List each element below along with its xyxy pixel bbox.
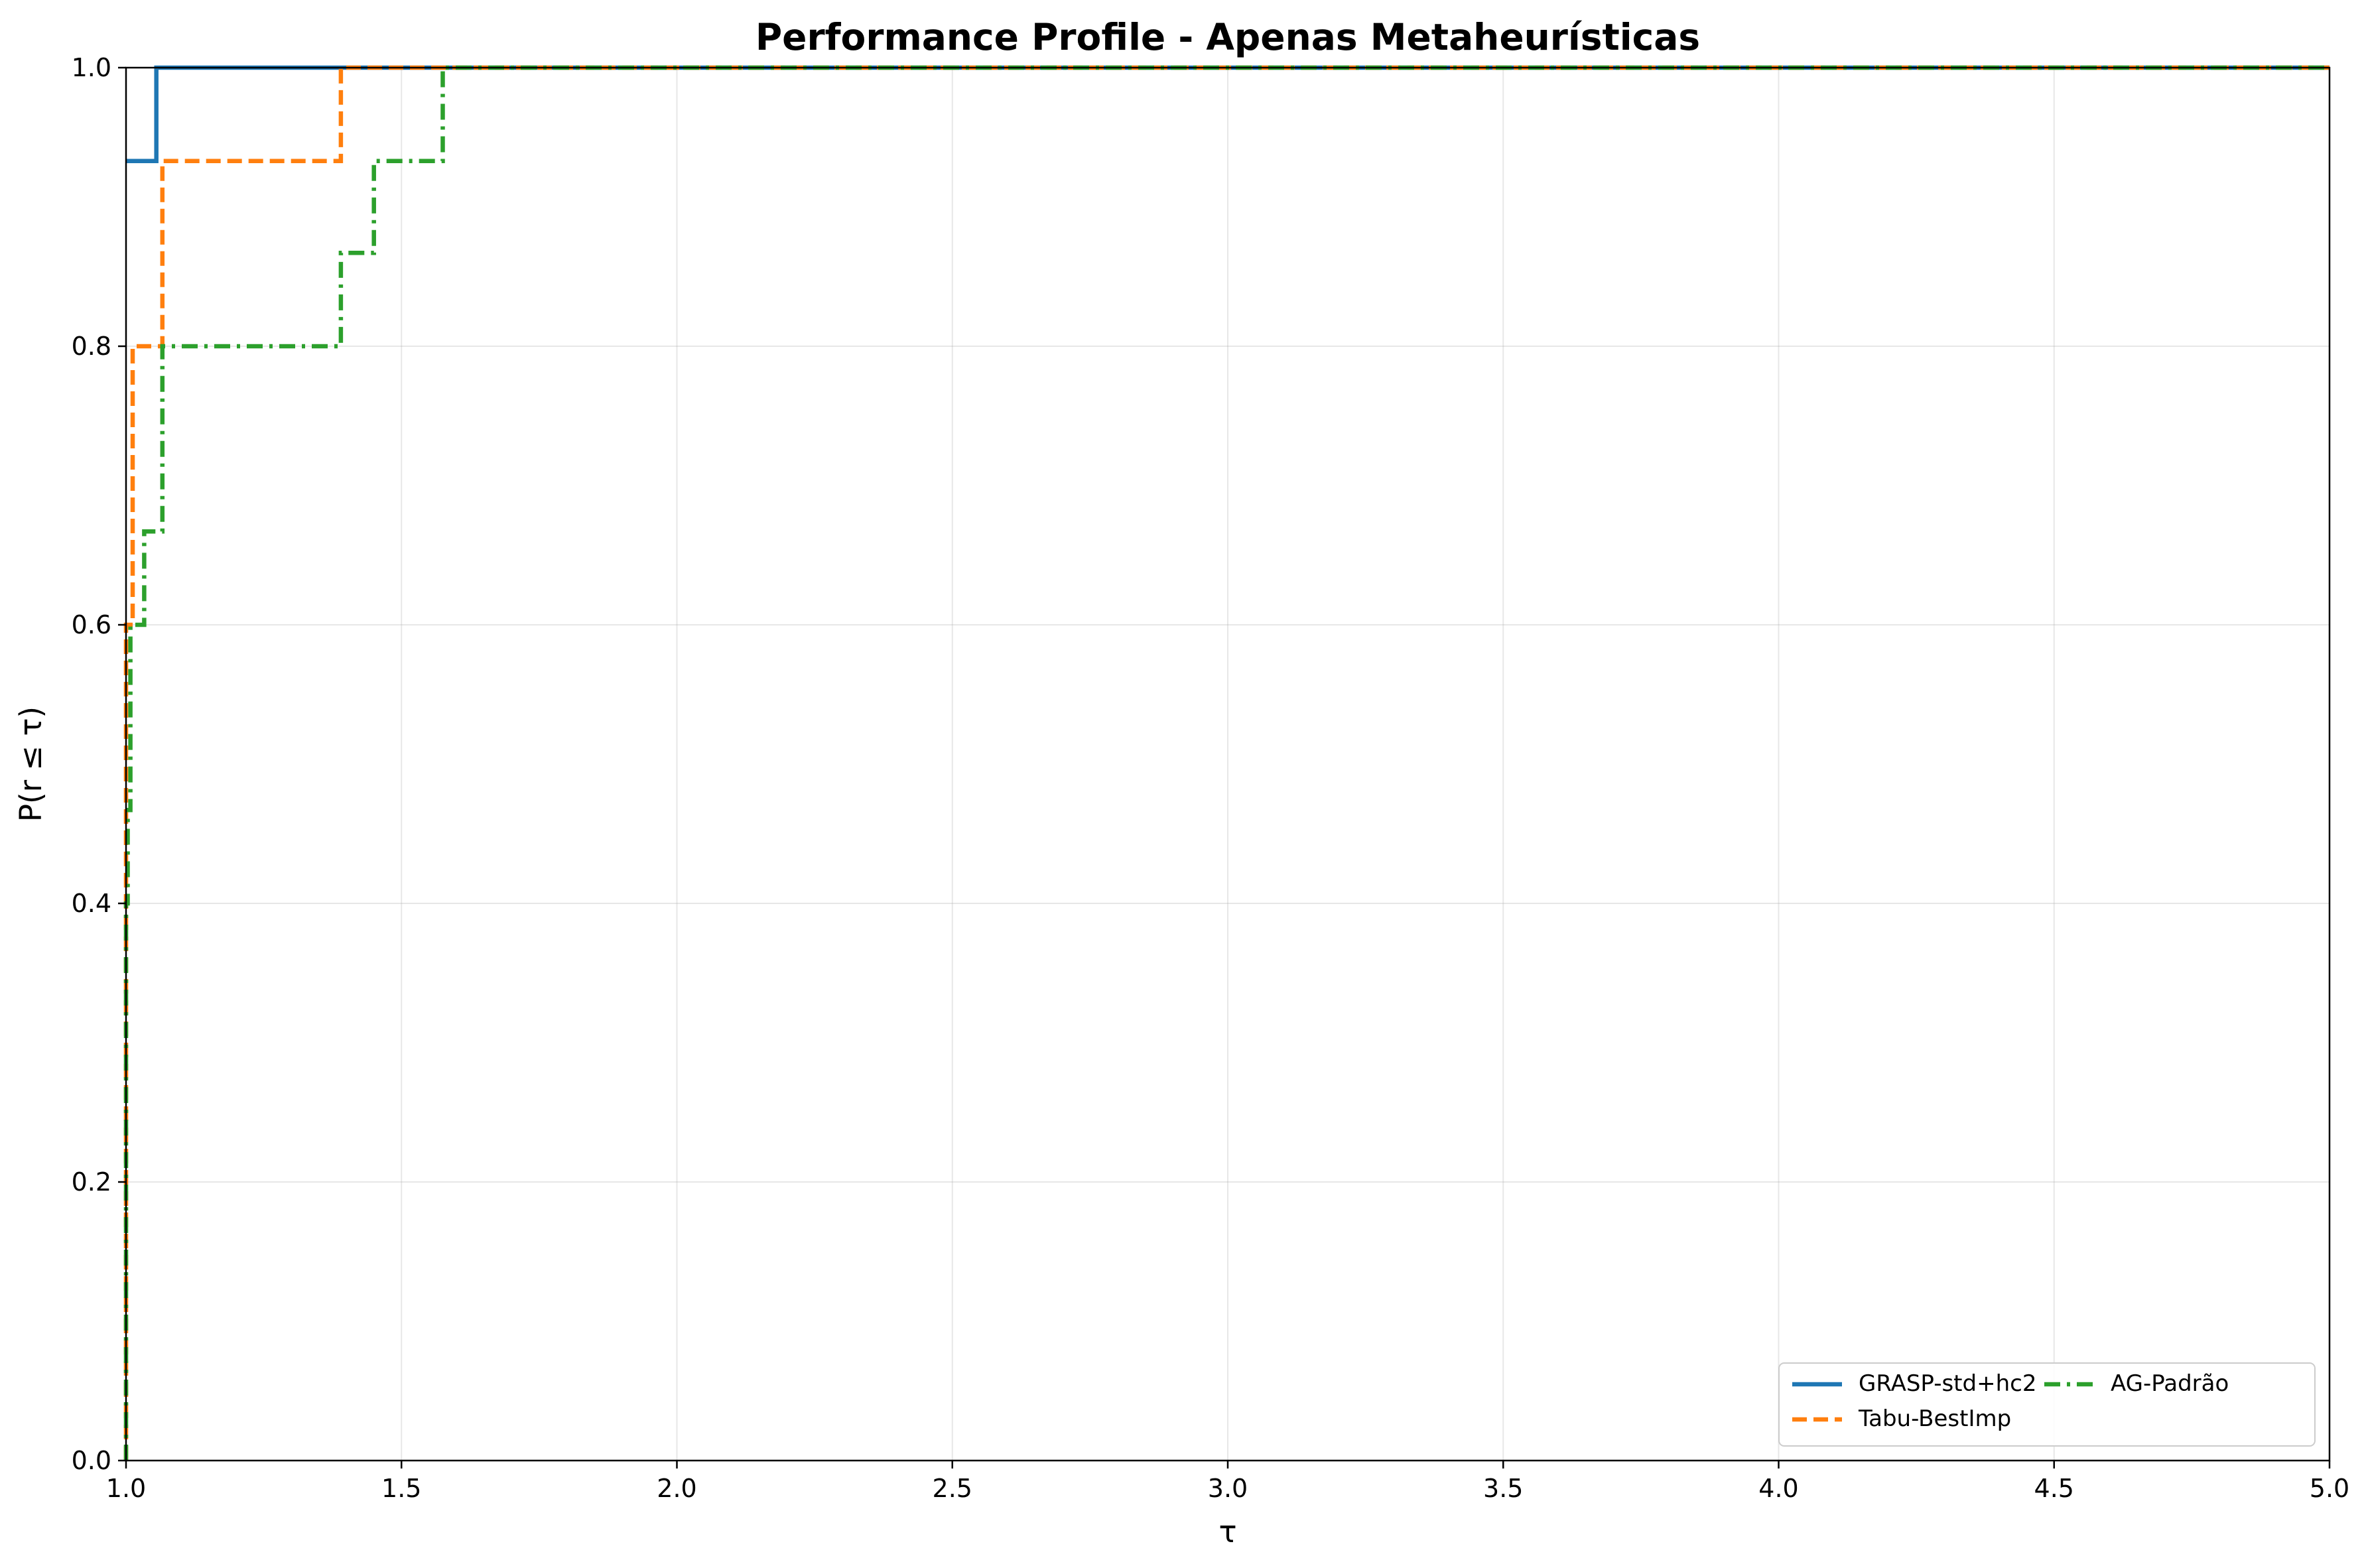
y-tick-label: 0.6 [72, 610, 111, 639]
legend: GRASP-std+hc2 Tabu-BestImp AG-Padrão [1778, 1362, 2316, 1447]
y-tick-label: 0.8 [72, 332, 111, 361]
y-tick-label: 0.0 [72, 1446, 111, 1475]
legend-label-1: GRASP-std+hc2 [1859, 1370, 2036, 1397]
legend-box [1778, 1362, 2316, 1447]
y-axis-label: P(r ≤ τ) [13, 706, 48, 822]
axis-ticks: 1.0 1.5 2.0 2.5 3.0 3.5 4.0 4.5 5.0 0.0 0.2 0.4 0.6 0… [72, 53, 2350, 1503]
x-axis-label: τ [1218, 1514, 1236, 1549]
x-tick-label: 2.0 [657, 1474, 696, 1503]
y-tick-label: 0.4 [72, 889, 111, 918]
y-tick-label: 0.2 [72, 1167, 111, 1197]
x-tick-label: 3.5 [1483, 1474, 1523, 1503]
x-tick-label: 1.0 [106, 1474, 146, 1503]
chart-title: Performance Profile - Apenas Metaheuríst… [755, 16, 1700, 58]
x-tick-label: 4.0 [1758, 1474, 1798, 1503]
x-tick-label: 2.5 [933, 1474, 972, 1503]
legend-label-2: Tabu-BestImp [1858, 1405, 2011, 1432]
series-line-3 [123, 65, 2330, 1461]
x-tick-label: 1.5 [381, 1474, 421, 1503]
x-tick-label: 4.5 [2034, 1474, 2074, 1503]
legend-label-3: AG-Padrão [2111, 1370, 2229, 1397]
x-tick-label: 5.0 [2310, 1474, 2349, 1503]
x-tick-label: 3.0 [1208, 1474, 1248, 1503]
y-tick-label: 1.0 [72, 53, 111, 82]
grid [125, 67, 2330, 1461]
